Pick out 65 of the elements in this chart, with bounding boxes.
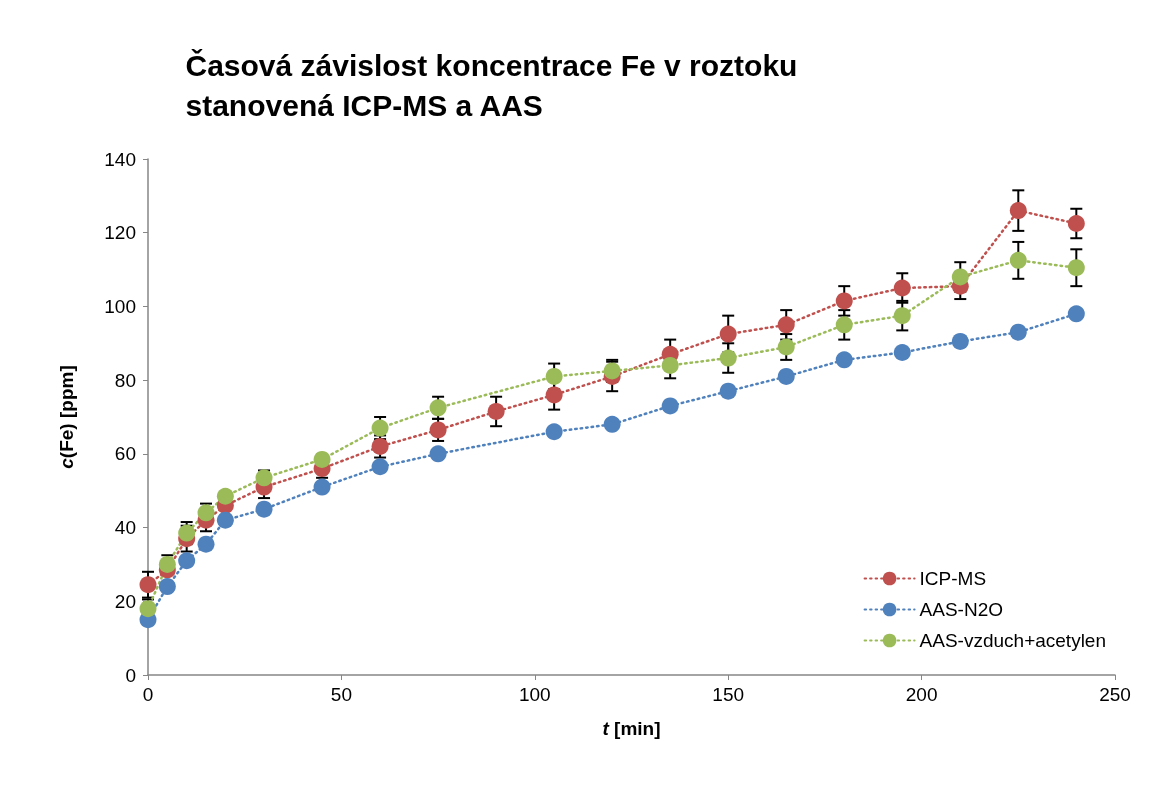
point	[1009, 323, 1027, 341]
y-axis-title: c(Fe) [ppm]	[56, 365, 77, 469]
point	[178, 552, 196, 570]
point	[777, 338, 795, 356]
point	[371, 437, 389, 455]
point	[429, 445, 447, 463]
point	[603, 415, 621, 433]
x-tick-label: 150	[712, 684, 745, 705]
chart-title: Časová závislost koncentrace Fe v roztoku stanovená ICP-MS a AAS	[185, 48, 806, 122]
point	[178, 524, 196, 542]
point	[951, 332, 969, 350]
point	[545, 423, 563, 441]
y-tick-label: 40	[114, 517, 136, 539]
point	[216, 511, 234, 529]
point	[893, 307, 911, 325]
point	[545, 367, 563, 385]
point	[216, 487, 234, 505]
point	[197, 535, 215, 553]
x-axis-title: t [min]	[602, 718, 661, 739]
legend-label: ICP-MS	[919, 568, 987, 589]
point	[545, 386, 563, 404]
point	[255, 500, 273, 518]
point	[835, 316, 853, 334]
point	[893, 344, 911, 361]
x-tick-label: 100	[518, 684, 551, 705]
x-tick-label: 250	[1099, 684, 1131, 705]
point	[487, 402, 505, 420]
point	[1009, 251, 1027, 269]
x-tick-label: 50	[330, 684, 352, 705]
point	[603, 362, 621, 380]
legend-label: AAS-N2O	[919, 599, 1004, 620]
point	[835, 292, 853, 310]
point	[1067, 259, 1085, 277]
y-tick-label: 120	[104, 222, 136, 244]
point	[371, 458, 389, 476]
point	[429, 421, 447, 439]
point	[661, 356, 679, 374]
x-tick-label: 200	[905, 684, 938, 705]
point	[835, 351, 853, 369]
point	[951, 268, 969, 286]
y-tick-label: 100	[104, 295, 136, 317]
point	[719, 349, 737, 367]
point	[313, 478, 331, 496]
legend-label: AAS-vzduch+acetylen	[919, 630, 1107, 651]
point	[1009, 202, 1027, 220]
point	[371, 419, 389, 437]
point	[893, 279, 911, 297]
point	[429, 399, 447, 417]
point	[139, 576, 157, 594]
point	[255, 469, 273, 487]
x-tick-label: 0	[142, 684, 154, 705]
point	[1067, 215, 1085, 232]
y-tick-label: 20	[114, 590, 136, 612]
y-tick-label: 80	[114, 369, 136, 391]
y-tick-label: 60	[114, 443, 136, 465]
point	[158, 578, 176, 596]
point	[719, 325, 737, 343]
point	[313, 450, 331, 468]
point	[1067, 305, 1085, 323]
point	[777, 316, 795, 334]
point	[661, 397, 679, 415]
y-tick-label: 140	[104, 148, 136, 170]
point	[719, 382, 737, 400]
y-tick-label: 0	[125, 664, 136, 686]
point	[777, 367, 795, 385]
